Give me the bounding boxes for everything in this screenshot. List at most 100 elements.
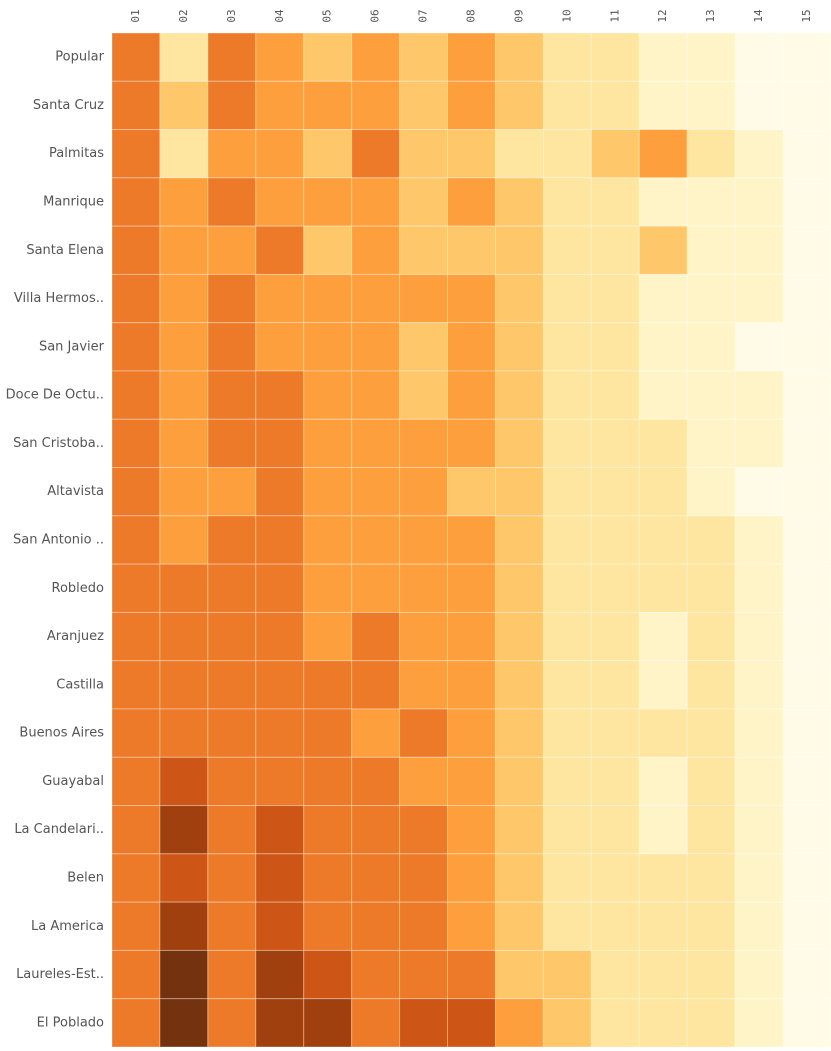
cell	[159, 756, 209, 807]
cell	[590, 515, 640, 565]
column-label: 03	[225, 9, 238, 22]
cell	[159, 853, 209, 903]
cell	[207, 418, 257, 469]
cell	[351, 708, 401, 758]
cell	[399, 370, 449, 420]
cell	[207, 611, 257, 662]
cell	[351, 853, 401, 903]
cell	[303, 515, 353, 565]
cell	[686, 515, 736, 565]
row-label: Santa Cruz	[33, 98, 104, 113]
cell	[447, 515, 496, 565]
cell	[734, 949, 784, 1000]
cell	[542, 660, 592, 710]
cell	[447, 273, 496, 324]
cell	[399, 515, 449, 565]
cell	[111, 418, 161, 469]
cell	[159, 563, 209, 613]
cell	[686, 805, 736, 855]
cell	[447, 805, 496, 855]
cell	[351, 660, 401, 710]
cell	[782, 129, 831, 179]
column-label: 14	[752, 9, 765, 23]
cell	[207, 853, 257, 903]
cell	[590, 805, 640, 855]
cell	[782, 901, 831, 951]
cell	[542, 322, 592, 372]
cell	[590, 225, 640, 275]
cell	[686, 660, 736, 710]
cell	[734, 998, 784, 1048]
row-label: Doce De Octu..	[6, 388, 104, 403]
column-label: 11	[608, 9, 621, 22]
cell	[447, 80, 496, 131]
cell	[159, 805, 209, 855]
cell	[542, 853, 592, 903]
cell	[782, 563, 831, 613]
cell	[590, 467, 640, 517]
cell	[734, 80, 784, 131]
cell	[494, 225, 544, 275]
cell	[255, 756, 305, 807]
cell	[686, 998, 736, 1048]
cell	[782, 515, 831, 565]
cell	[399, 225, 449, 275]
cell	[542, 563, 592, 613]
cell	[494, 949, 544, 1000]
cell	[351, 225, 401, 275]
cell	[782, 853, 831, 903]
cell	[686, 611, 736, 662]
cell	[351, 467, 401, 517]
cell	[447, 370, 496, 420]
cell	[734, 708, 784, 758]
row-label: Robledo	[52, 581, 105, 596]
cell	[494, 998, 544, 1048]
cell	[494, 708, 544, 758]
row-label: La America	[31, 919, 104, 934]
cell	[494, 322, 544, 372]
cell	[590, 611, 640, 662]
cell	[782, 418, 831, 469]
cell	[399, 129, 449, 179]
cell	[159, 467, 209, 517]
cell	[638, 467, 688, 517]
cell	[447, 418, 496, 469]
cell	[447, 563, 496, 613]
row-label: Villa Hermos..	[14, 291, 104, 306]
cell	[351, 418, 401, 469]
cell	[159, 660, 209, 710]
cell	[782, 660, 831, 710]
cell	[399, 805, 449, 855]
cell	[303, 467, 353, 517]
cell	[159, 949, 209, 1000]
row-label: Guayabal	[42, 774, 104, 789]
cell	[542, 515, 592, 565]
cell	[782, 611, 831, 662]
cell	[111, 177, 161, 227]
cell	[351, 177, 401, 227]
cell	[638, 177, 688, 227]
cell	[494, 273, 544, 324]
cell	[399, 418, 449, 469]
cell	[590, 949, 640, 1000]
cell	[399, 273, 449, 324]
cell	[159, 418, 209, 469]
cell	[159, 32, 209, 82]
cell	[638, 515, 688, 565]
row-label: Buenos Aires	[19, 726, 104, 741]
cell	[590, 370, 640, 420]
cell	[447, 225, 496, 275]
cell	[686, 273, 736, 324]
cell	[111, 80, 161, 131]
row-label: El Poblado	[37, 1015, 104, 1030]
cell	[207, 708, 257, 758]
cell	[590, 708, 640, 758]
cell	[734, 273, 784, 324]
cell	[399, 660, 449, 710]
cell	[255, 80, 305, 131]
cell	[542, 998, 592, 1048]
cell	[399, 177, 449, 227]
cell	[590, 273, 640, 324]
cell	[399, 949, 449, 1000]
cell	[255, 177, 305, 227]
